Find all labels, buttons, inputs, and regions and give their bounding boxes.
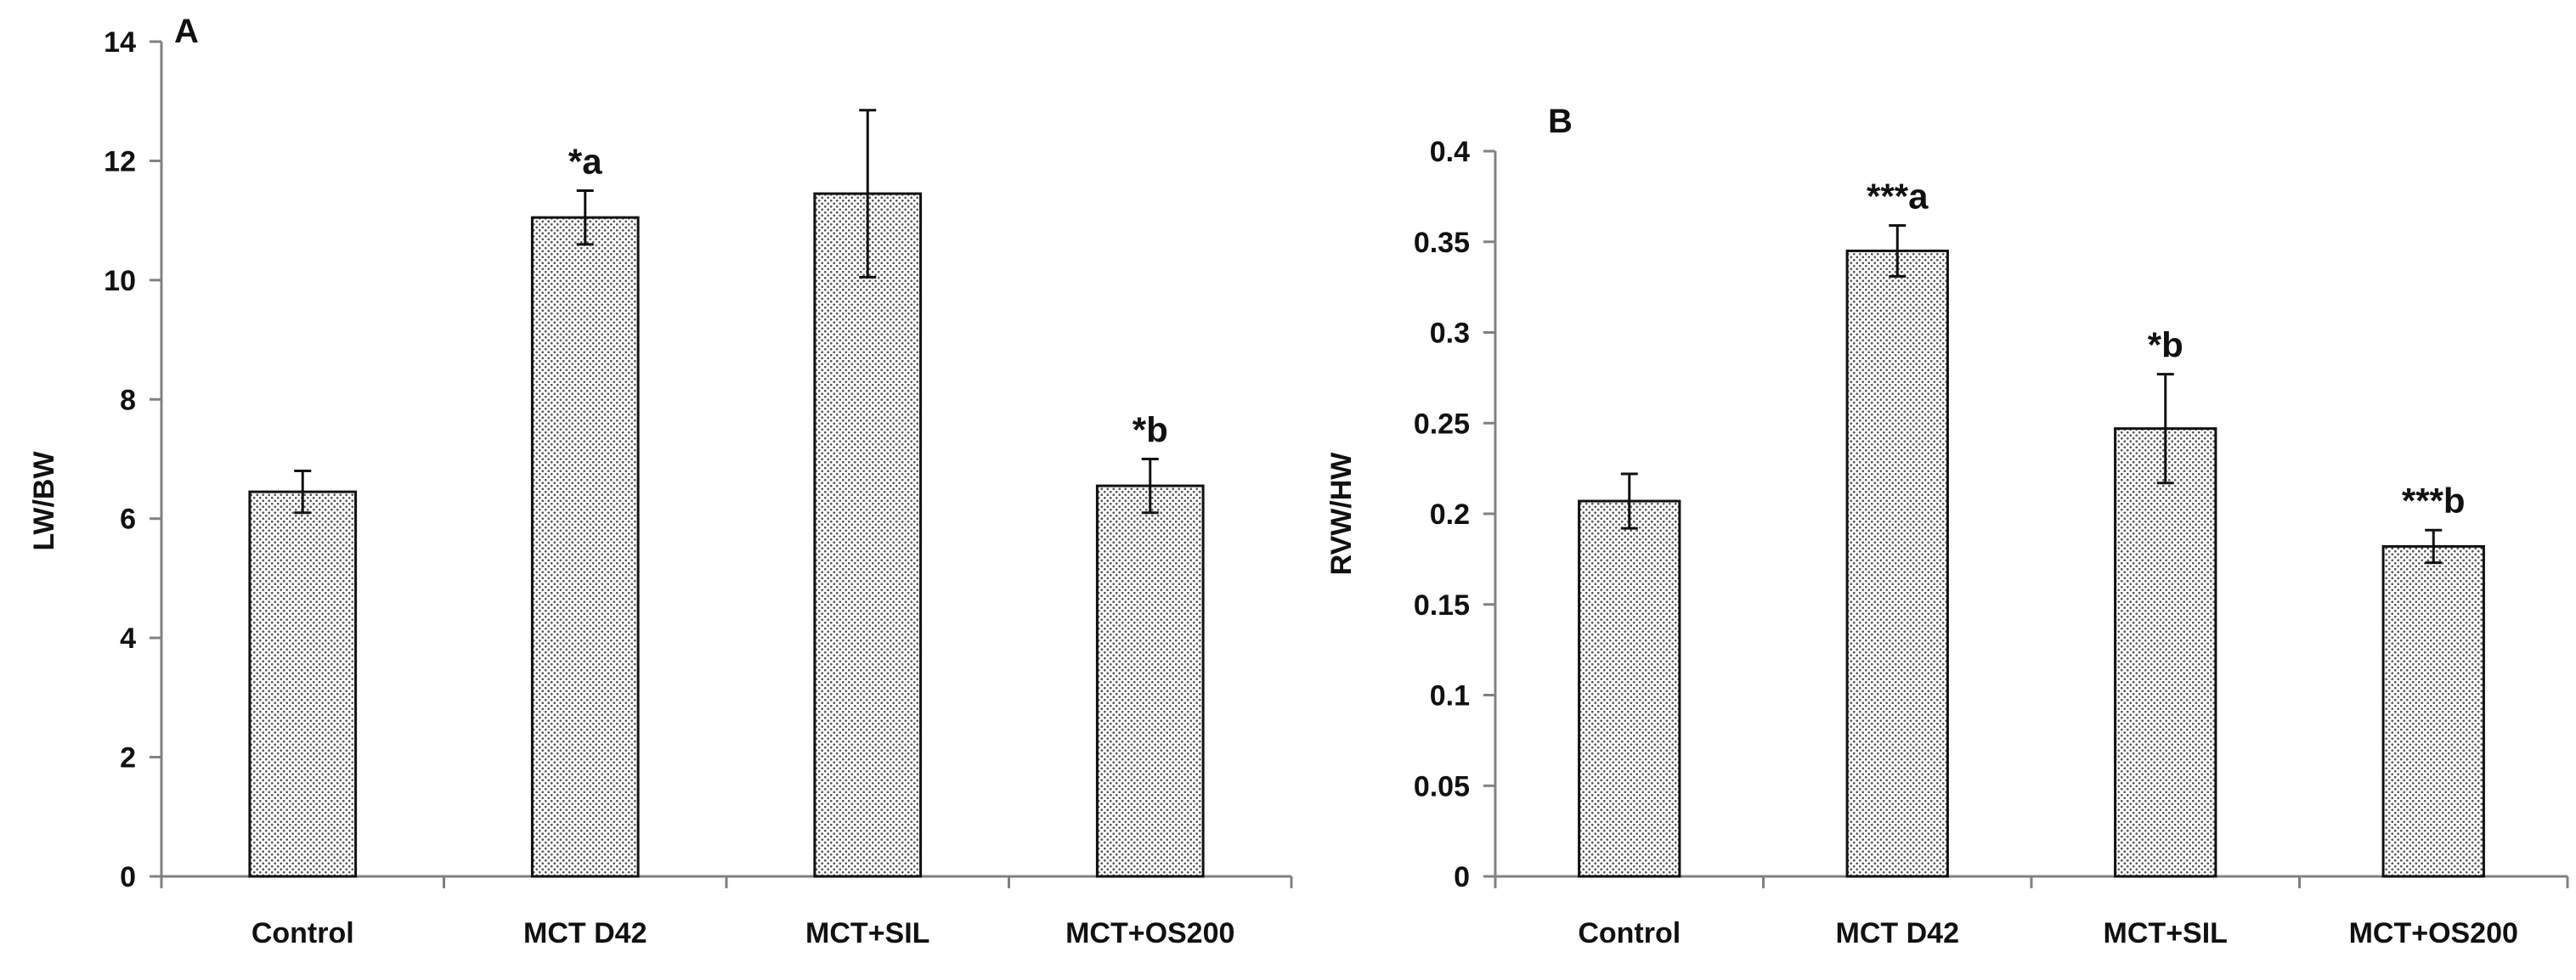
- y-axis-title: RVW/HW: [1325, 452, 1358, 576]
- y-tick-label: 8: [120, 384, 136, 416]
- y-tick-label: 0: [120, 861, 136, 893]
- y-tick-label: 0.15: [1414, 589, 1470, 622]
- x-ticks: Control MCT D42 MCT+SIL MCT+OS200: [1494, 876, 2569, 949]
- y-tick-label: 0.35: [1414, 227, 1470, 259]
- y-tick-label: 0.3: [1430, 318, 1470, 350]
- panel-b: B RVW/HW ***a*b***b 00.050.10.150.20.250…: [1325, 103, 2569, 949]
- category-label: Control: [251, 917, 354, 949]
- y-tick-label: 12: [104, 145, 136, 177]
- category-label: MCT+SIL: [805, 917, 929, 949]
- y-axis-title: LW/BW: [28, 451, 60, 551]
- y-ticks: 0 0.05 0.1 0.15 0.2 0.25 0.3 0.35 0.4: [1414, 136, 1495, 893]
- category-label: MCT D42: [523, 917, 647, 949]
- significance-label: ***b: [2402, 481, 2466, 521]
- significance-label: *a: [568, 142, 602, 182]
- bar: [2114, 427, 2217, 878]
- panel-label: A: [174, 13, 199, 50]
- y-tick-label: 0.05: [1414, 770, 1470, 803]
- y-ticks: 0 2 4 6 8 10 12 14: [104, 26, 161, 893]
- significance-label: *b: [1133, 410, 1168, 450]
- bar: [248, 490, 358, 878]
- category-label: MCT D42: [1836, 917, 1959, 949]
- category-label: MCT+OS200: [1065, 917, 1234, 949]
- significance-label: ***a: [1867, 177, 1929, 217]
- bar: [530, 216, 640, 878]
- panel-label: B: [1548, 103, 1573, 140]
- bars: ***a *b ***b: [1578, 177, 2485, 878]
- bars: *a *b: [248, 109, 1205, 878]
- y-tick-label: 0.25: [1414, 408, 1470, 440]
- y-tick-label: 0.2: [1430, 498, 1470, 531]
- y-tick-label: 4: [120, 622, 136, 655]
- category-label: Control: [1578, 917, 1681, 949]
- bar: [1578, 499, 1681, 878]
- significance-label: *b: [2148, 325, 2183, 365]
- bar: [813, 192, 923, 878]
- category-label: MCT+OS200: [2349, 917, 2518, 949]
- y-tick-label: 0: [1454, 861, 1470, 893]
- y-tick-label: 6: [120, 504, 136, 536]
- x-ticks: Control MCT D42 MCT+SIL MCT+OS200: [160, 876, 1293, 949]
- y-tick-label: 14: [104, 26, 136, 59]
- category-label: MCT+SIL: [2104, 917, 2228, 949]
- bar: [2381, 544, 2485, 878]
- y-tick-label: 0.1: [1430, 680, 1470, 712]
- bar: [1095, 484, 1205, 878]
- y-tick-label: 0.4: [1430, 136, 1470, 168]
- bar: [1845, 249, 1949, 878]
- y-tick-label: 2: [120, 742, 136, 774]
- y-tick-label: 10: [104, 265, 136, 297]
- panel-a: A LW/BW *a *b 0 2 4 6 8 10 12 14 Control MCT D42 M…: [28, 13, 1293, 949]
